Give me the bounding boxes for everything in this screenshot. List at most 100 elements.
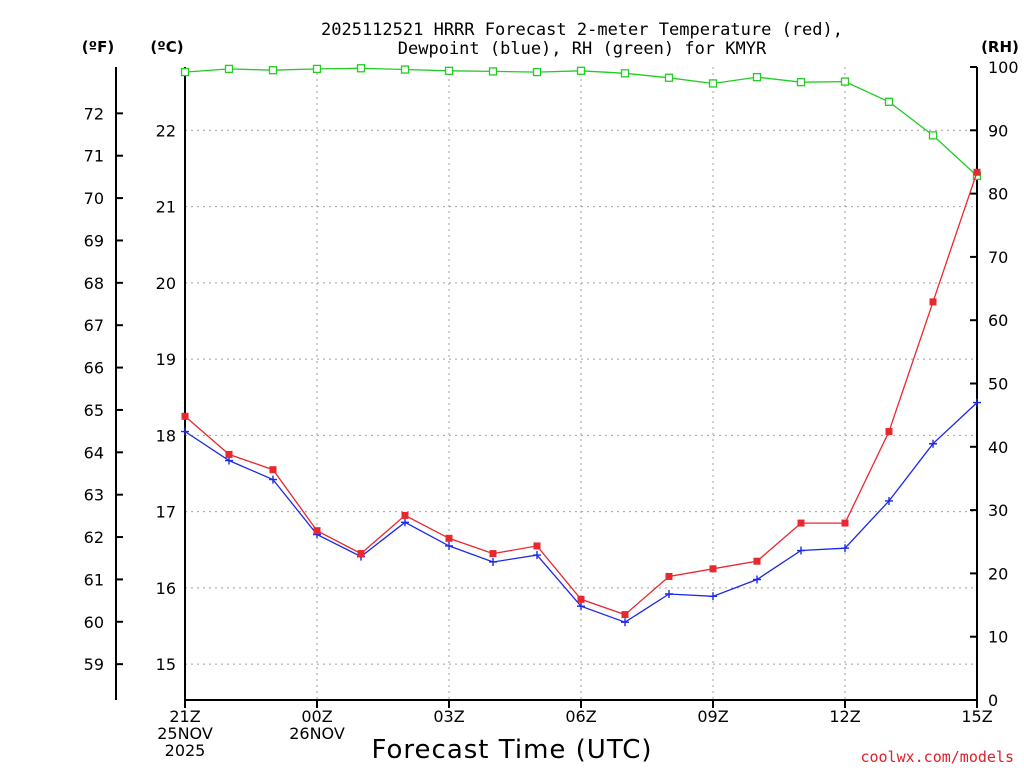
y-tick-rh: 90 xyxy=(988,121,1008,140)
dewpoint-point xyxy=(841,544,849,553)
y-tick-celsius: 22 xyxy=(156,121,176,140)
y-tick-fahrenheit: 61 xyxy=(84,570,104,589)
chart-title-line1: 2025112521 HRRR Forecast 2-meter Tempera… xyxy=(321,20,843,40)
y-tick-rh: 70 xyxy=(988,248,1008,267)
rh-point xyxy=(620,69,630,78)
temperature-point xyxy=(797,519,805,527)
rh-point xyxy=(532,67,542,77)
rh-point xyxy=(664,73,674,82)
dewpoint-point xyxy=(973,398,981,407)
y-tick-celsius: 18 xyxy=(156,426,176,445)
temperature-point xyxy=(533,542,541,550)
x-tick-label: 26NOV xyxy=(289,724,345,743)
x-tick-label: 03Z xyxy=(433,707,464,726)
y-tick-fahrenheit: 63 xyxy=(84,486,104,505)
dewpoint-point xyxy=(533,551,541,560)
temperature-point xyxy=(313,527,321,535)
x-tick-label: 2025 xyxy=(165,741,206,760)
rh-point xyxy=(796,78,806,87)
y-tick-rh: 10 xyxy=(988,628,1008,647)
dewpoint-point xyxy=(401,518,409,527)
dewpoint-point xyxy=(269,475,277,484)
y-tick-fahrenheit: 69 xyxy=(84,231,104,250)
dewpoint-point xyxy=(621,618,629,627)
rh-point xyxy=(928,131,938,140)
rh-point xyxy=(444,66,454,75)
y-tick-fahrenheit: 68 xyxy=(84,274,104,293)
dewpoint-point xyxy=(709,592,717,601)
y-tick-rh: 60 xyxy=(988,311,1008,330)
dewpoint-point xyxy=(489,557,497,566)
y-tick-celsius: 20 xyxy=(156,274,176,293)
y-tick-rh: 50 xyxy=(988,375,1008,394)
y-tick-fahrenheit: 72 xyxy=(84,104,104,123)
y-tick-fahrenheit: 70 xyxy=(84,189,104,208)
y-tick-celsius: 21 xyxy=(156,198,176,217)
temperature-point xyxy=(489,550,497,558)
rh-point xyxy=(356,64,366,73)
temperature-point xyxy=(709,565,717,573)
rh-point xyxy=(180,67,190,77)
dewpoint-point xyxy=(797,546,805,555)
rh-unit-label: (RH) xyxy=(981,38,1019,56)
y-tick-celsius: 16 xyxy=(156,579,176,598)
y-tick-rh: 30 xyxy=(988,501,1008,520)
rh-point xyxy=(884,97,894,106)
x-tick-label: 06Z xyxy=(565,707,596,726)
temperature-point xyxy=(357,550,365,558)
temperature-point xyxy=(885,428,893,436)
rh-point xyxy=(268,66,278,75)
rh-point xyxy=(752,72,762,82)
x-tick-label: 12Z xyxy=(829,707,860,726)
y-tick-celsius: 17 xyxy=(156,503,176,522)
rh-point xyxy=(400,65,410,74)
y-tick-fahrenheit: 62 xyxy=(84,528,104,547)
dewpoint-point xyxy=(445,541,453,550)
x-axis-title: Forecast Time (UTC) xyxy=(371,735,652,765)
dewpoint-point xyxy=(885,496,893,505)
y-tick-fahrenheit: 66 xyxy=(84,359,104,378)
y-tick-fahrenheit: 60 xyxy=(84,613,104,632)
y-tick-fahrenheit: 65 xyxy=(84,401,104,420)
rh-point xyxy=(840,77,850,86)
temperature-point xyxy=(269,466,277,474)
axes xyxy=(115,66,978,708)
credit-link[interactable]: coolwx.com/models xyxy=(860,748,1014,766)
y-tick-celsius: 19 xyxy=(156,350,176,369)
rh-point xyxy=(708,79,718,88)
celsius-unit-label: (ºC) xyxy=(150,38,183,56)
rh-point xyxy=(488,67,498,76)
dewpoint-point xyxy=(181,427,189,436)
grid-lines xyxy=(185,67,977,700)
x-tick-label: 25NOV xyxy=(157,724,213,743)
y-tick-rh: 40 xyxy=(988,438,1008,457)
y-tick-rh: 20 xyxy=(988,564,1008,583)
temperature-point xyxy=(401,511,409,519)
temperature-point xyxy=(445,534,453,542)
fahrenheit-unit-label: (ºF) xyxy=(82,38,114,56)
temperature-point xyxy=(753,557,761,565)
temperature-point xyxy=(929,298,937,306)
x-tick-label: 15Z xyxy=(961,707,992,726)
temperature-point xyxy=(665,572,673,580)
y-tick-celsius: 15 xyxy=(156,655,176,674)
y-tick-rh: 0 xyxy=(988,691,998,710)
temperature-point xyxy=(973,168,981,176)
temperature-point xyxy=(841,519,849,527)
y-tick-fahrenheit: 67 xyxy=(84,316,104,335)
dewpoint-point xyxy=(665,589,673,598)
temperature-point xyxy=(577,595,585,603)
temperature-point xyxy=(181,412,189,420)
temperature-point xyxy=(621,611,629,619)
rh-point xyxy=(224,64,234,74)
dewpoint-point xyxy=(929,439,937,448)
y-tick-fahrenheit: 64 xyxy=(84,443,104,462)
rh-point xyxy=(312,64,322,74)
y-tick-rh: 80 xyxy=(988,185,1008,204)
temperature-point xyxy=(225,450,233,458)
dewpoint-point xyxy=(753,575,761,584)
rh-point xyxy=(576,66,586,75)
x-tick-label: 00Z xyxy=(301,707,332,726)
